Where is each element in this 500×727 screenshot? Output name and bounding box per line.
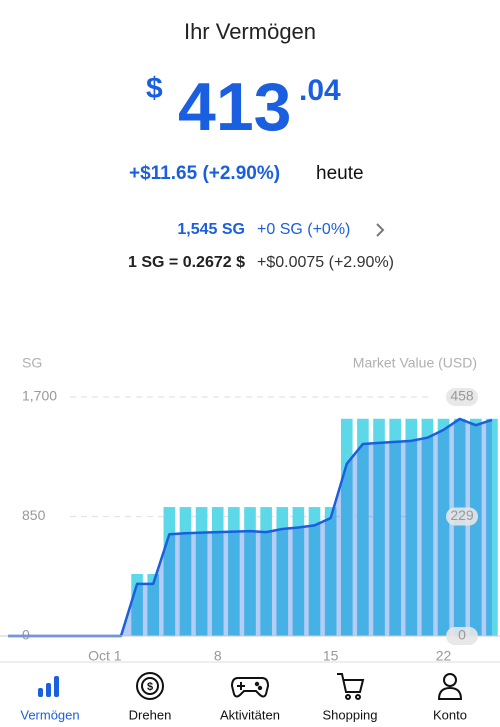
balance-currency: $	[146, 72, 163, 105]
x-tick-label: 15	[323, 648, 339, 664]
icon-gamepad	[230, 677, 270, 698]
y2-tick-pill	[446, 507, 478, 526]
area	[8, 418, 492, 636]
sg-rate: 1 SG = 0.2672 $	[128, 254, 245, 271]
rate-change: +$0.0075 (+2.90%)	[257, 254, 394, 271]
icon-person	[437, 673, 463, 700]
y2-axis-label: Market Value (USD)	[353, 355, 477, 371]
bar	[292, 507, 305, 636]
y-axis-label: SG	[22, 355, 42, 371]
tab-label[interactable]: Konto	[433, 707, 467, 722]
x-tick-label: 22	[436, 648, 452, 664]
tab-bar: $ Vermögen Drehen Aktivitäten Shopping Konto	[20, 672, 467, 722]
bar	[211, 507, 224, 636]
chart: SG Market Value (USD) 0 850 1,700 0 229 458 Oc…	[0, 355, 500, 664]
bar	[276, 507, 289, 636]
bar	[195, 507, 208, 636]
svg-text:$: $	[147, 681, 153, 693]
sg-change[interactable]: +0 SG (+0%)	[257, 221, 350, 238]
bar	[453, 418, 466, 636]
page-title: Ihr Vermögen	[184, 19, 316, 44]
balance-fraction: .04	[299, 74, 341, 107]
bar	[421, 418, 434, 636]
bar	[228, 507, 240, 636]
x-tick-label: Oct 1	[88, 648, 122, 664]
y-tick-label: 0	[22, 627, 30, 643]
bar	[357, 418, 369, 636]
chevron[interactable]	[376, 223, 385, 237]
tab-label[interactable]: Vermögen	[20, 707, 79, 722]
tab-label[interactable]: Shopping	[323, 707, 378, 722]
sg-balance: 1,545 SG	[177, 221, 245, 238]
balance-whole: 413	[178, 69, 291, 145]
y2-tick-label: 0	[458, 627, 466, 643]
bar	[131, 574, 143, 636]
bar	[437, 418, 450, 636]
y-tick-label: 850	[22, 507, 46, 523]
bar	[324, 507, 337, 636]
bar	[470, 418, 482, 636]
y2-tick-label: 229	[450, 507, 474, 523]
bar	[163, 507, 176, 636]
y2-tick-label: 458	[450, 388, 474, 404]
icon-coin: $	[136, 672, 164, 700]
bar	[260, 507, 272, 636]
x-tick-label: 8	[214, 648, 222, 664]
tab-label[interactable]: Drehen	[129, 707, 172, 722]
bar	[340, 418, 353, 636]
today-change: +$11.65 (+2.90%)	[129, 163, 280, 184]
bar	[405, 418, 418, 636]
bar	[244, 507, 256, 636]
tab-label[interactable]: Aktivitäten	[220, 707, 280, 722]
icon-cart	[337, 673, 365, 700]
today-label: heute	[316, 163, 364, 184]
y2-tick-pill	[446, 627, 478, 645]
icon-chart	[38, 676, 59, 697]
bar	[389, 418, 401, 636]
bar	[147, 574, 160, 636]
y-tick-label: 1,700	[22, 388, 57, 404]
bar	[179, 507, 192, 636]
bar	[373, 418, 385, 636]
bar	[308, 507, 321, 636]
bar	[486, 418, 498, 636]
y2-tick-pill	[446, 388, 478, 406]
